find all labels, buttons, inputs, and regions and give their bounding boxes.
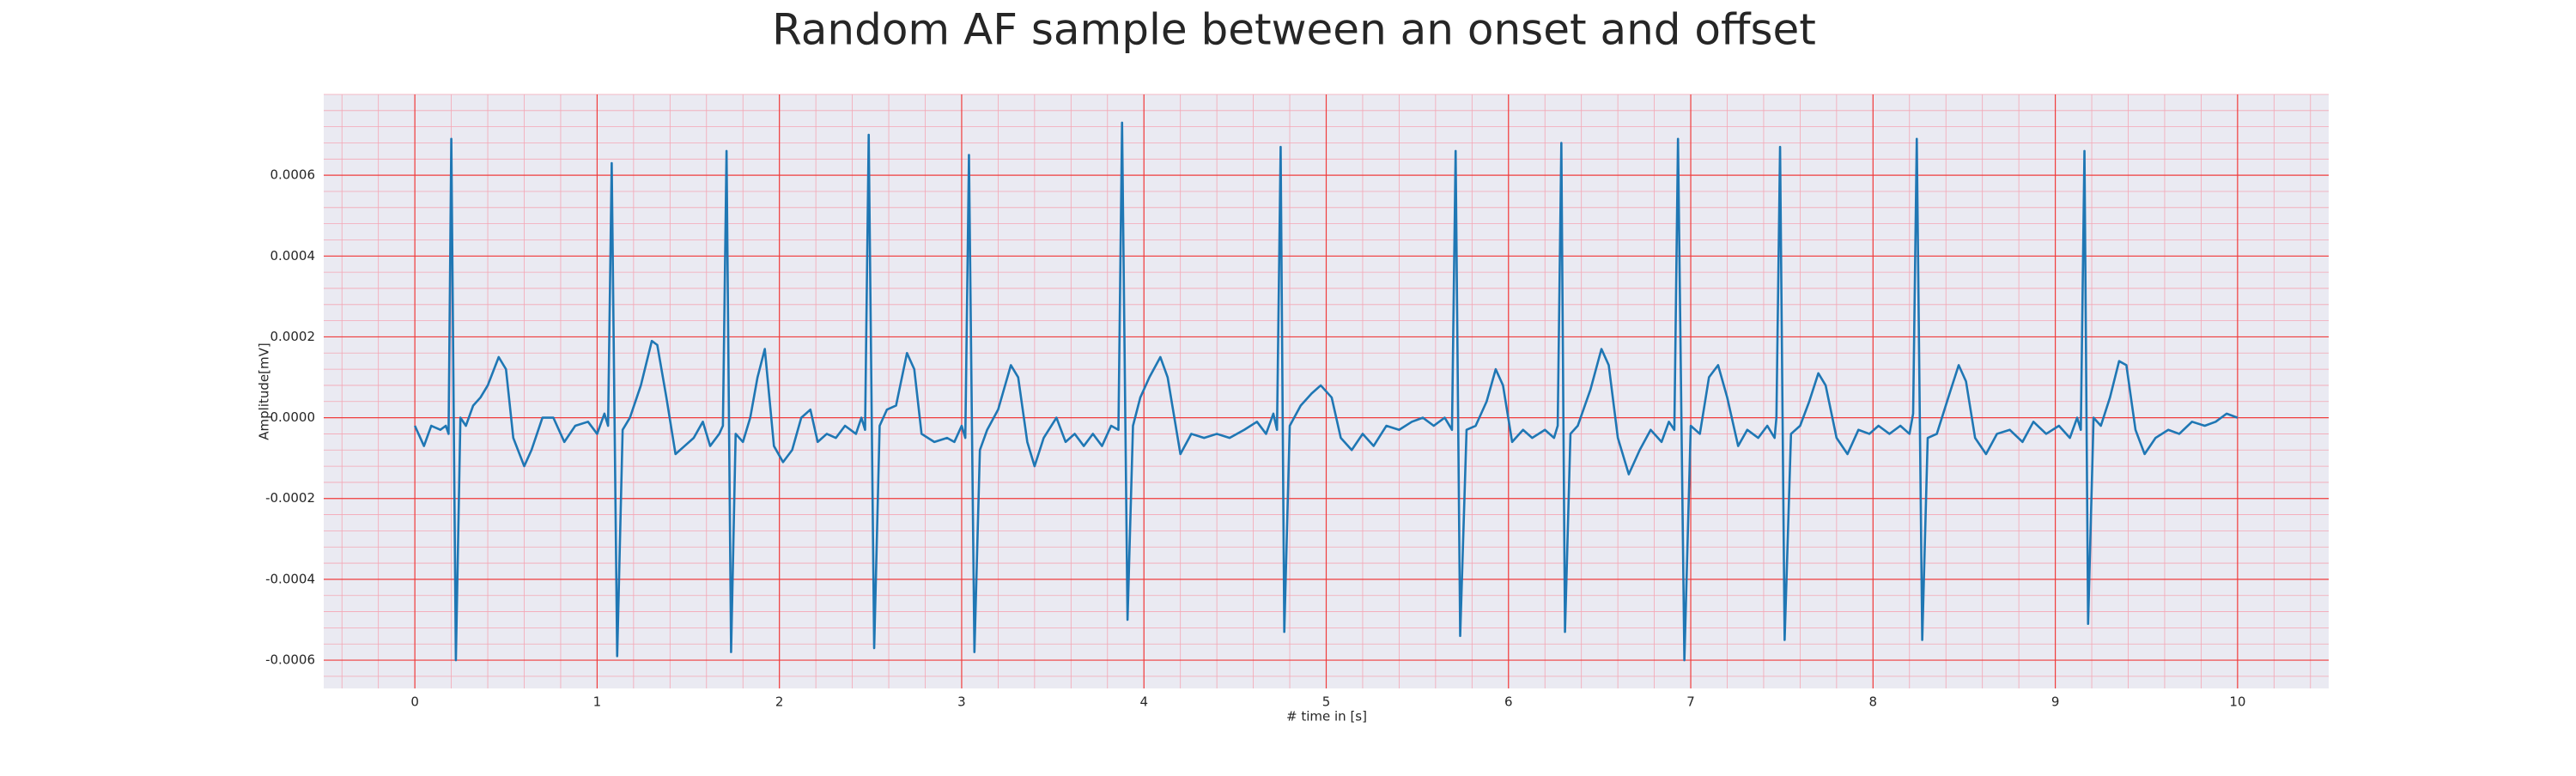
y-tick-label: 0.0000 [270, 409, 316, 425]
y-axis-label: Amplitude[mV] [257, 343, 272, 440]
y-tick-label: -0.0006 [265, 652, 315, 668]
x-tick-label: 8 [1869, 694, 1878, 710]
x-tick-label: 0 [410, 694, 419, 710]
y-tick-label: -0.0002 [265, 490, 315, 506]
y-tick-label: 0.0004 [270, 248, 316, 264]
y-tick-label: 0.0006 [270, 167, 316, 183]
x-tick-label: 6 [1504, 694, 1513, 710]
y-tick-label: 0.0002 [270, 329, 316, 344]
x-tick-label: 10 [2229, 694, 2245, 710]
y-tick-label: -0.0004 [265, 571, 315, 586]
x-tick-label: 3 [957, 694, 966, 710]
line [413, 121, 2239, 662]
x-tick-label: 1 [593, 694, 602, 710]
x-tick-label: 9 [2051, 694, 2060, 710]
x-tick-label: 2 [775, 694, 784, 710]
chart-title: Random AF sample between an onset and of… [772, 5, 1816, 55]
x-tick-label: 5 [1322, 694, 1331, 710]
x-tick-label: 4 [1139, 694, 1148, 710]
x-tick-label: 7 [1686, 694, 1695, 710]
x-axis-label: # time in [s] [1286, 709, 1367, 724]
